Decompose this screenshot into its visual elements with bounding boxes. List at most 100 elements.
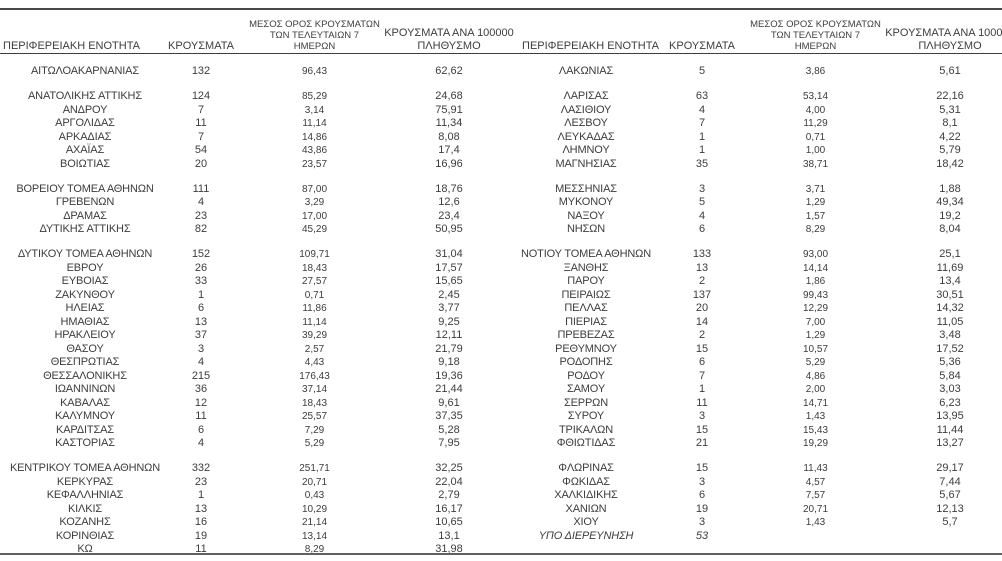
- cases-cell: 5: [698, 65, 706, 77]
- cases-cell: 13: [695, 261, 709, 274]
- per100k-cell: 31,98: [435, 543, 463, 556]
- row-gap: [0, 171, 501, 183]
- avg7-cell: 1,57: [805, 210, 826, 222]
- avg7-cell: 4,00: [805, 104, 826, 116]
- row-gap: [501, 451, 1002, 463]
- region-cell: ΚΑΛΥΜΝΟΥ: [55, 410, 115, 423]
- per100k-cell: 19,2: [939, 209, 961, 222]
- cases-cell: 19: [194, 529, 208, 542]
- header-per100k-line2: ΠΛΗΘΥΣΜΟ: [417, 39, 481, 52]
- per100k-cell: 11,69: [936, 261, 964, 274]
- cases-cell: 132: [191, 65, 211, 77]
- cases-cell: 7: [698, 117, 706, 130]
- avg7-cell: 4,86: [805, 370, 826, 382]
- cases-cell: 11: [195, 117, 207, 130]
- cases-cell: 13: [194, 315, 208, 328]
- region-cell: ΗΛΕΙΑΣ: [65, 302, 105, 315]
- cases-cell: 124: [191, 90, 211, 103]
- cases-cell: 11: [195, 410, 207, 423]
- region-cell: ΒΟΡΕΙΟΥ ΤΟΜΕΑ ΑΘΗΝΩΝ: [16, 182, 154, 195]
- avg7-cell: 1,29: [805, 330, 826, 342]
- avg7-cell: 14,14: [802, 262, 829, 274]
- region-cell: ΑΙΤΩΛΟΑΚΑΡΝΑΝΙΑΣ: [31, 65, 139, 77]
- header-per100k: ΚΡΟΥΣΜΑΤΑ ΑΝΑ 100000 ΠΛΗΘΥΣΜΟ: [885, 27, 1002, 52]
- table-row: ΚΕΡΚΥΡΑΣ 23 20,71 22,04: [0, 476, 501, 490]
- table-row: ΡΟΔΟΠΗΣ 6 5,29 5,36: [501, 356, 1002, 370]
- cases-cell: 3: [197, 342, 205, 355]
- cases-cell: 4: [197, 196, 205, 209]
- avg7-cell: 4,43: [304, 357, 325, 369]
- table-row: ΔΡΑΜΑΣ 23 17,00 23,4: [0, 210, 501, 224]
- cases-cell: 19: [695, 502, 709, 515]
- per100k-cell: 9,25: [438, 315, 460, 328]
- cases-cell: 63: [695, 90, 709, 103]
- per100k-cell: 13,27: [936, 437, 964, 450]
- avg7-cell: 5,29: [805, 357, 826, 369]
- region-cell: ΚΑΡΔΙΤΣΑΣ: [56, 423, 114, 436]
- cases-cell: 6: [197, 302, 205, 315]
- avg7-cell: 8,29: [805, 224, 826, 236]
- avg7-cell: 176,43: [299, 370, 330, 382]
- per100k-cell: 5,7: [942, 516, 958, 529]
- table-row: ΠΡΕΒΕΖΑΣ 2 1,29 3,48: [501, 329, 1002, 343]
- per100k-cell: 62,62: [435, 65, 463, 77]
- cases-cell: 152: [191, 248, 211, 261]
- table-row: ΠΙΕΡΙΑΣ 14 7,00 11,05: [501, 316, 1002, 330]
- table-row: ΛΕΣΒΟΥ 7 11,29 8,1: [501, 117, 1002, 131]
- per100k-cell: 21,79: [435, 342, 463, 355]
- table-row: ΚΙΛΚΙΣ 13 10,29 16,17: [0, 503, 501, 517]
- cases-cell: 1: [698, 383, 706, 396]
- per100k-cell: 37,35: [435, 410, 463, 423]
- avg7-cell: 11,43: [803, 463, 828, 475]
- per100k-cell: 29,17: [936, 462, 964, 475]
- region-cell: ΠΕΙΡΑΙΩΣ: [561, 288, 611, 301]
- avg7-cell: 23,57: [301, 158, 328, 170]
- avg7-cell: 18,43: [301, 262, 328, 274]
- header-cases-label: ΚΡΟΥΣΜΑΤΑ: [669, 39, 735, 52]
- region-cell: ΧΑΝΙΩΝ: [565, 502, 607, 515]
- header-per100k-line1: ΚΡΟΥΣΜΑΤΑ ΑΝΑ 100000: [384, 27, 514, 39]
- table-row: ΚΑΒΑΛΑΣ 12 18,43 9,61: [0, 397, 501, 411]
- cases-cell: 4: [698, 209, 706, 222]
- header-region-label: ΠΕΡΙΦΕΡΕΙΑΚΗ ΕΝΟΤΗΤΑ: [3, 39, 140, 52]
- top-rule: [0, 8, 1002, 10]
- header-avg7-line3: ΗΜΕΡΩΝ: [794, 41, 837, 52]
- table-row: ΦΩΚΙΔΑΣ 3 4,57 7,44: [501, 476, 1002, 490]
- cases-cell: 33: [194, 275, 208, 288]
- per100k-cell: 6,23: [939, 396, 961, 409]
- table-row: ΝΗΣΩΝ 6 8,29 8,04: [501, 223, 1002, 237]
- per100k-cell: 17,57: [435, 261, 463, 274]
- region-cell: ΣΑΜΟΥ: [566, 383, 606, 396]
- table-row: ΠΑΡΟΥ 2 1,86 13,4: [501, 275, 1002, 289]
- region-cell: ΚΟΡΙΝΘΙΑΣ: [55, 529, 115, 542]
- per100k-cell: 19,36: [435, 369, 463, 382]
- region-cell: ΝΗΣΩΝ: [566, 223, 606, 236]
- avg7-cell: 109,71: [299, 249, 330, 261]
- avg7-cell: 96,43: [301, 66, 328, 77]
- avg7-cell: [733, 530, 898, 544]
- avg7-cell: 27,57: [301, 276, 328, 288]
- avg7-cell: 85,29: [301, 91, 328, 103]
- region-cell: ΣΕΡΡΩΝ: [563, 396, 609, 409]
- avg7-cell: 251,71: [299, 463, 330, 475]
- avg7-cell: 2,00: [805, 384, 826, 396]
- region-cell: ΦΘΙΩΤΙΔΑΣ: [556, 437, 616, 450]
- per100k-cell: 3,77: [438, 302, 460, 315]
- avg7-cell: 3,71: [805, 183, 826, 195]
- table-row: ΘΕΣΠΡΩΤΙΑΣ 4 4,43 9,18: [0, 356, 501, 370]
- per100k-cell: 2,45: [438, 288, 460, 301]
- cases-cell: 3: [698, 410, 706, 423]
- table-row: ΙΩΑΝΝΙΝΩΝ 36 37,14 21,44: [0, 383, 501, 397]
- avg7-cell: 21,14: [301, 517, 328, 529]
- region-cell: ΒΟΙΩΤΙΑΣ: [60, 157, 110, 170]
- per100k-cell: 10,65: [435, 516, 463, 529]
- header-avg7-line3: ΗΜΕΡΩΝ: [293, 41, 336, 52]
- table-row: ΘΕΣΣΑΛΟΝΙΚΗΣ 215 176,43 19,36: [0, 370, 501, 384]
- header-avg7-line1: ΜΕΣΟΣ ΟΡΟΣ ΚΡΟΥΣΜΑΤΩΝ: [249, 19, 380, 30]
- cases-cell: 23: [194, 209, 208, 222]
- cases-cell: 332: [191, 462, 211, 475]
- cases-cell: 12: [194, 396, 208, 409]
- region-cell: ΝΑΞΟΥ: [567, 209, 605, 222]
- table-row: ΣΕΡΡΩΝ 11 14,71 6,23: [501, 397, 1002, 411]
